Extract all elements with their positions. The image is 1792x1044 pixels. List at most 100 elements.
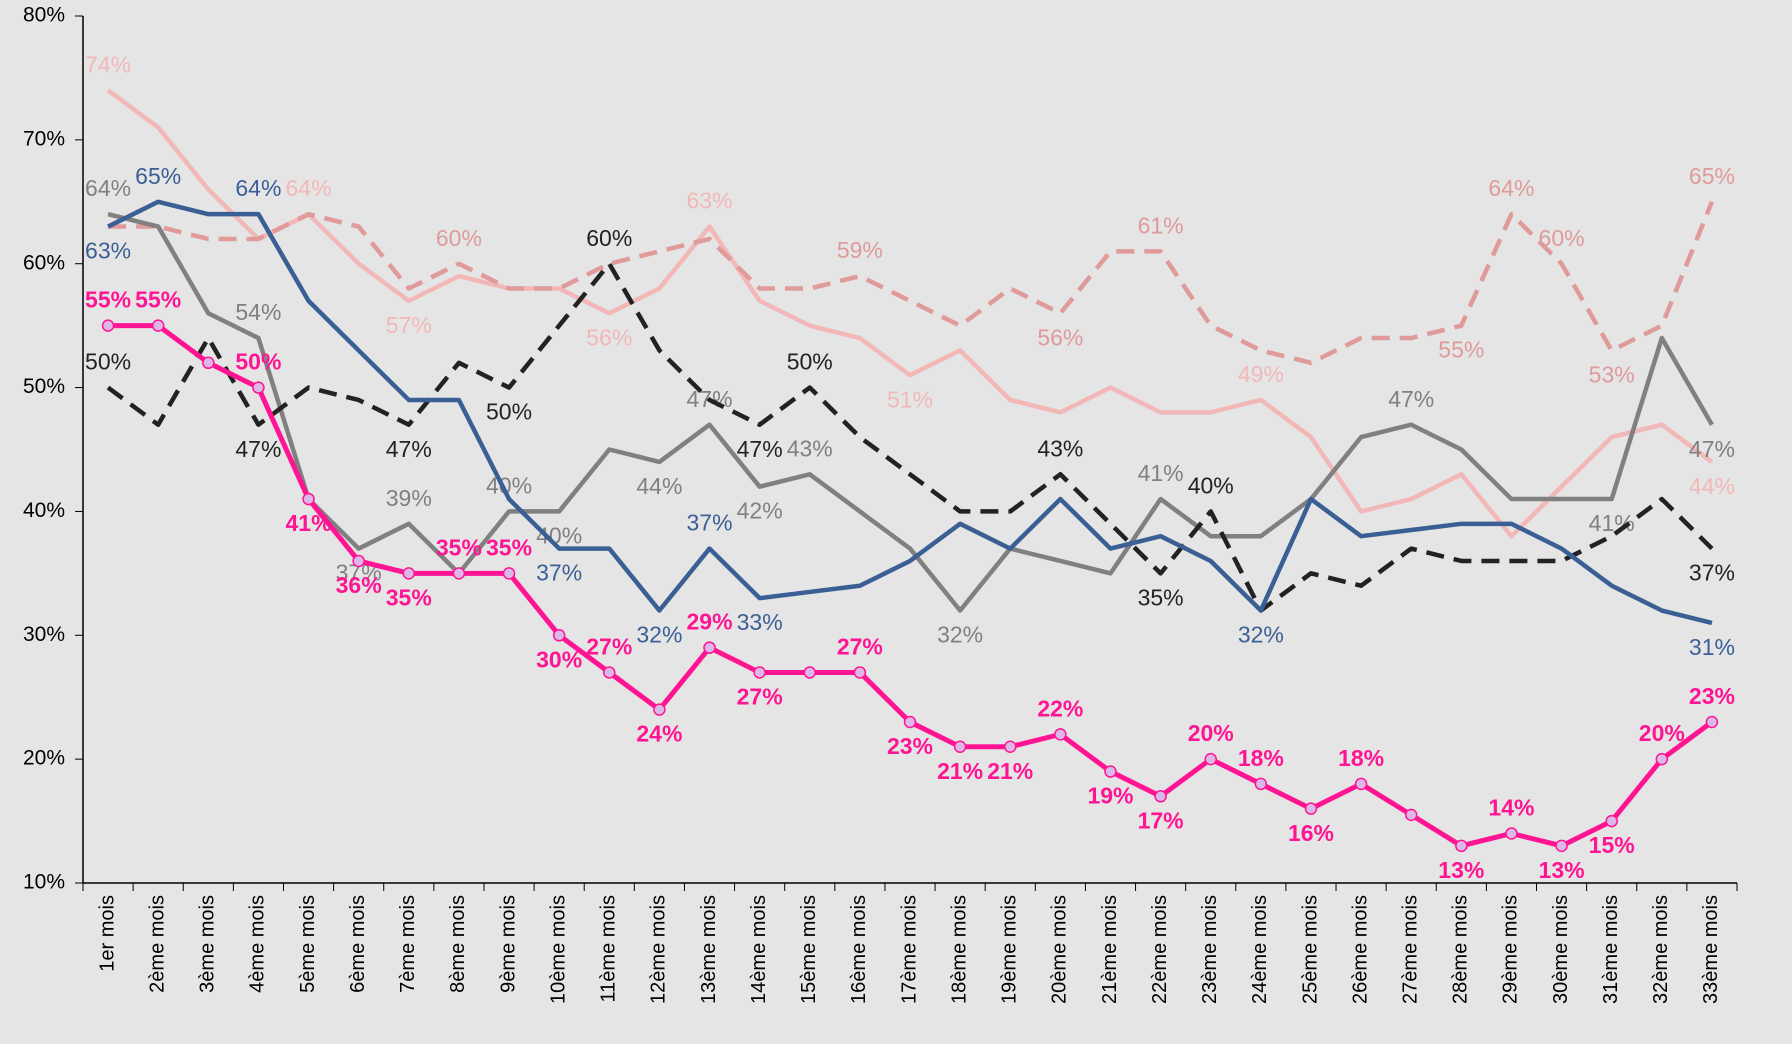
point-marker: [1705, 715, 1719, 729]
data-label: 42%: [737, 498, 783, 524]
data-label: 56%: [1037, 324, 1083, 350]
data-label: 35%: [486, 534, 532, 560]
data-label: 24%: [636, 721, 682, 747]
data-label: 31%: [1689, 634, 1735, 660]
data-label: 55%: [85, 287, 131, 313]
x-tick-label: 13ème mois: [698, 895, 720, 1004]
point-marker: [803, 666, 817, 679]
data-label: 63%: [85, 238, 131, 264]
data-label: 37%: [686, 510, 732, 536]
data-label: 47%: [1388, 386, 1434, 412]
data-label: 47%: [737, 436, 783, 462]
x-tick-label: 29ème mois: [1500, 895, 1522, 1004]
data-label: 56%: [586, 324, 632, 350]
data-label: 60%: [436, 225, 482, 251]
data-label: 37%: [536, 560, 582, 586]
data-label: 27%: [586, 634, 632, 660]
data-label: 35%: [1138, 584, 1184, 610]
data-label: 39%: [386, 485, 432, 511]
data-label: 55%: [135, 287, 181, 313]
x-tick-label: 3ème mois: [197, 895, 219, 993]
point-marker: [1605, 814, 1618, 828]
x-tick-label: 4ème mois: [247, 895, 269, 993]
x-tick-label: 16ème mois: [848, 895, 870, 1004]
point-marker: [1505, 827, 1518, 840]
point-marker: [1003, 740, 1017, 754]
data-label: 32%: [1238, 622, 1284, 648]
data-label: 53%: [1589, 361, 1635, 387]
point-marker: [853, 666, 867, 679]
data-label: 35%: [386, 584, 432, 610]
data-label: 35%: [436, 534, 482, 560]
point-marker: [1154, 790, 1167, 803]
data-label: 20%: [1639, 720, 1685, 746]
series-line: [107, 211, 1714, 613]
y-tick-label: 70%: [23, 127, 65, 150]
point-marker: [653, 703, 666, 716]
data-label: 21%: [937, 758, 983, 784]
x-tick-label: 23ème mois: [1199, 895, 1221, 1004]
data-label: 64%: [85, 175, 131, 201]
point-marker: [402, 567, 416, 580]
data-label: 23%: [887, 733, 933, 759]
data-label: 50%: [85, 349, 131, 375]
data-label: 14%: [1488, 795, 1534, 821]
x-tick-label: 5ème mois: [297, 895, 319, 993]
data-label: 41%: [1138, 460, 1184, 486]
series-line: [108, 200, 1715, 366]
data-label: 40%: [1188, 473, 1234, 499]
y-tick-label: 20%: [23, 747, 65, 770]
x-tick-label: 8ème mois: [447, 895, 469, 993]
point-marker: [1254, 777, 1268, 791]
data-label: 61%: [1138, 212, 1184, 238]
data-label: 63%: [686, 188, 732, 214]
data-label: 64%: [1488, 175, 1534, 201]
point-marker: [1555, 839, 1568, 853]
x-tick-label: 6ème mois: [347, 895, 369, 993]
data-label: 17%: [1138, 807, 1184, 833]
data-label: 30%: [536, 646, 582, 672]
point-marker: [352, 554, 365, 568]
x-tick-label: 30ème mois: [1550, 895, 1572, 1004]
data-label: 37%: [1689, 560, 1735, 586]
point-marker: [1054, 728, 1067, 741]
point-marker: [151, 319, 165, 332]
point-marker: [1455, 839, 1468, 853]
x-tick-label: 15ème mois: [798, 895, 820, 1004]
data-label: 50%: [486, 399, 532, 425]
point-marker: [252, 381, 265, 394]
data-label: 43%: [1037, 435, 1083, 461]
x-tick-label: 14ème mois: [748, 895, 770, 1004]
data-label: 23%: [1689, 683, 1735, 709]
x-tick-label: 11ème mois: [598, 895, 620, 1002]
data-label: 57%: [386, 312, 432, 338]
x-tick-label: 18ème mois: [948, 895, 970, 1004]
x-tick-label: 28ème mois: [1450, 895, 1472, 1004]
point-marker: [953, 740, 967, 754]
x-tick-label: 19ème mois: [999, 895, 1021, 1004]
x-tick-label: 22ème mois: [1149, 895, 1171, 1004]
point-marker: [903, 715, 917, 729]
data-label: 18%: [1338, 745, 1384, 771]
data-label: 51%: [887, 386, 933, 412]
data-label: 43%: [787, 435, 833, 461]
data-label: 74%: [85, 51, 131, 77]
point-marker: [302, 492, 315, 506]
data-label: 13%: [1539, 857, 1585, 883]
x-tick-label: 32ème mois: [1650, 895, 1672, 1004]
point-marker: [502, 567, 516, 580]
data-label: 65%: [135, 163, 181, 189]
x-tick-label: 31ème mois: [1600, 895, 1622, 1004]
data-label: 19%: [1087, 783, 1133, 809]
data-label: 41%: [286, 510, 332, 536]
data-label: 15%: [1589, 832, 1635, 858]
y-tick-label: 30%: [23, 623, 65, 646]
data-label: 18%: [1238, 745, 1284, 771]
data-label: 32%: [636, 622, 682, 648]
point-marker: [202, 356, 215, 370]
data-label: 32%: [937, 622, 983, 648]
point-marker: [1204, 752, 1217, 766]
data-label: 60%: [1539, 225, 1585, 251]
